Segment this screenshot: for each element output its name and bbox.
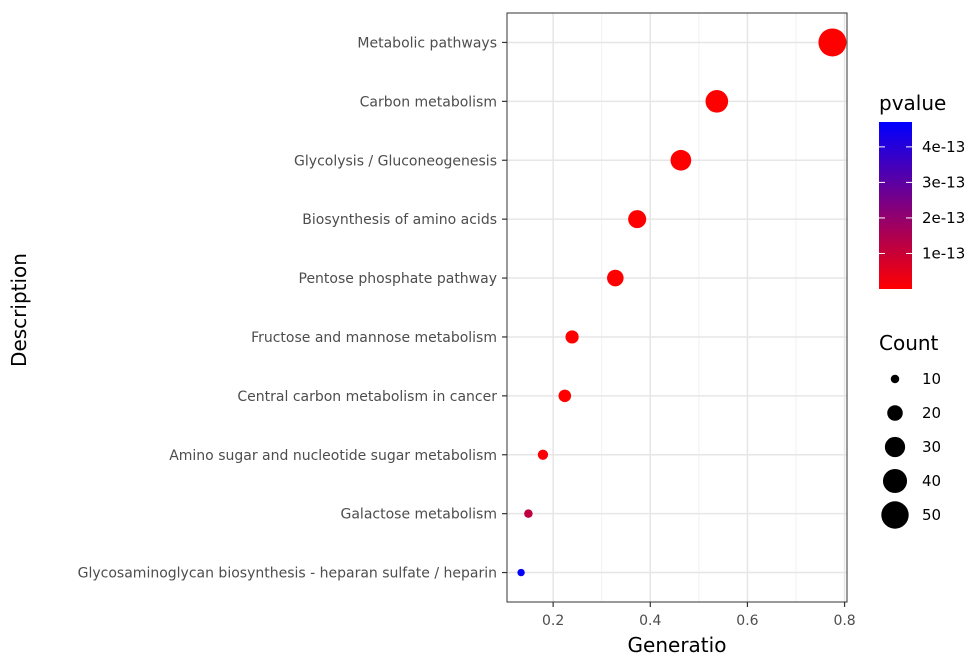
x-tick-label: 0.6 <box>736 613 758 629</box>
count-legend-title: Count <box>879 331 939 355</box>
data-point <box>670 149 692 171</box>
y-tick-label: Central carbon metabolism in cancer <box>237 389 497 405</box>
pvalue-legend-title: pvalue <box>879 91 946 115</box>
data-point <box>565 330 579 344</box>
pvalue-legend: pvalue 4e-13 3e-13 2e-13 1e-13 <box>879 91 965 289</box>
data-point <box>705 90 729 113</box>
colorbar-tick-label: 1e-13 <box>922 244 965 262</box>
data-point <box>524 509 533 518</box>
data-points <box>517 28 847 577</box>
data-point <box>607 269 624 287</box>
colorbar-tick-label: 4e-13 <box>922 138 965 156</box>
size-legend-label: 20 <box>922 404 941 422</box>
pvalue-colorbar <box>879 122 912 289</box>
x-axis-ticks: 0.2 0.4 0.6 0.8 <box>542 602 856 629</box>
data-point <box>558 389 572 403</box>
size-legend-label: 30 <box>922 438 941 456</box>
size-legend-key <box>890 374 900 384</box>
y-tick-label: Carbon metabolism <box>360 94 497 110</box>
data-point <box>537 449 549 460</box>
size-legend-label: 10 <box>922 370 941 388</box>
y-tick-label: Metabolic pathways <box>357 35 497 51</box>
panel-border <box>506 12 848 603</box>
size-legend-key <box>882 468 908 494</box>
size-legend-label: 50 <box>922 506 941 524</box>
data-point <box>517 568 525 577</box>
y-tick-label: Fructose and mannose metabolism <box>251 330 497 346</box>
count-legend: Count 10 20 30 40 50 <box>879 331 941 529</box>
y-tick-label: Glycolysis / Gluconeogenesis <box>294 153 497 169</box>
y-tick-label: Glycosaminoglycan biosynthesis - heparan… <box>78 566 497 582</box>
size-legend-key <box>881 501 909 529</box>
data-point <box>818 28 847 57</box>
colorbar-tick-label: 2e-13 <box>922 209 965 227</box>
y-tick-label: Biosynthesis of amino acids <box>302 212 497 228</box>
y-axis-ticks: Metabolic pathways Carbon metabolism Glyco… <box>78 35 507 582</box>
colorbar-tick-label: 3e-13 <box>922 173 965 191</box>
y-axis-title: Description <box>7 253 31 367</box>
x-tick-label: 0.2 <box>542 613 564 629</box>
size-legend-key <box>887 405 903 421</box>
y-tick-label: Pentose phosphate pathway <box>299 271 498 287</box>
x-axis-title: Generatio <box>628 633 727 654</box>
y-tick-label: Galactose metabolism <box>341 507 498 523</box>
x-tick-label: 0.4 <box>639 613 661 629</box>
size-legend-key <box>884 436 906 458</box>
size-legend-label: 40 <box>922 472 941 490</box>
x-tick-label: 0.8 <box>833 613 855 629</box>
data-point <box>628 210 647 229</box>
y-tick-label: Amino sugar and nucleotide sugar metabol… <box>169 448 497 464</box>
